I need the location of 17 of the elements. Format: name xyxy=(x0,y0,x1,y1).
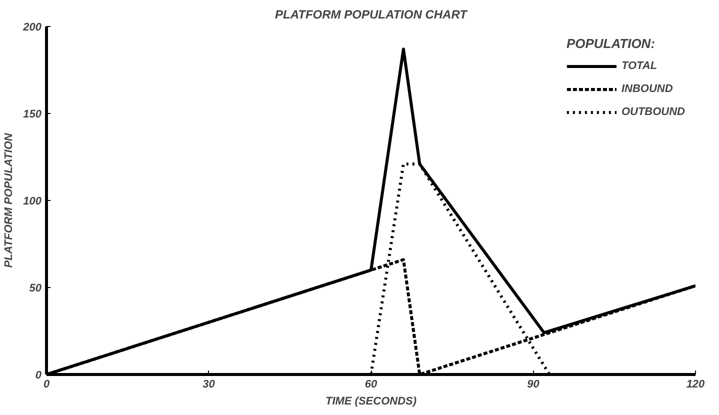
y-tick-label: 50 xyxy=(29,282,42,294)
legend-label: OUTBOUND xyxy=(621,106,685,118)
legend-title: POPULATION: xyxy=(566,36,656,51)
legend-label: INBOUND xyxy=(621,83,673,95)
y-tick-label: 150 xyxy=(23,108,42,120)
y-tick-label: 200 xyxy=(22,22,42,34)
y-tick-label: 0 xyxy=(35,370,42,382)
y-axis-title: PLATFORM POPULATION xyxy=(3,132,16,268)
chart-title: PLATFORM POPULATION CHART xyxy=(275,8,469,22)
x-tick-label: 120 xyxy=(686,378,706,390)
x-axis-title: TIME (SECONDS) xyxy=(325,396,417,408)
x-tick-label: 60 xyxy=(364,378,378,390)
x-tick-label: 30 xyxy=(202,378,216,390)
x-tick-label: 0 xyxy=(43,378,50,390)
y-tick-label: 100 xyxy=(23,196,42,208)
legend-label: TOTAL xyxy=(621,60,658,72)
x-tick-label: 90 xyxy=(527,378,540,390)
